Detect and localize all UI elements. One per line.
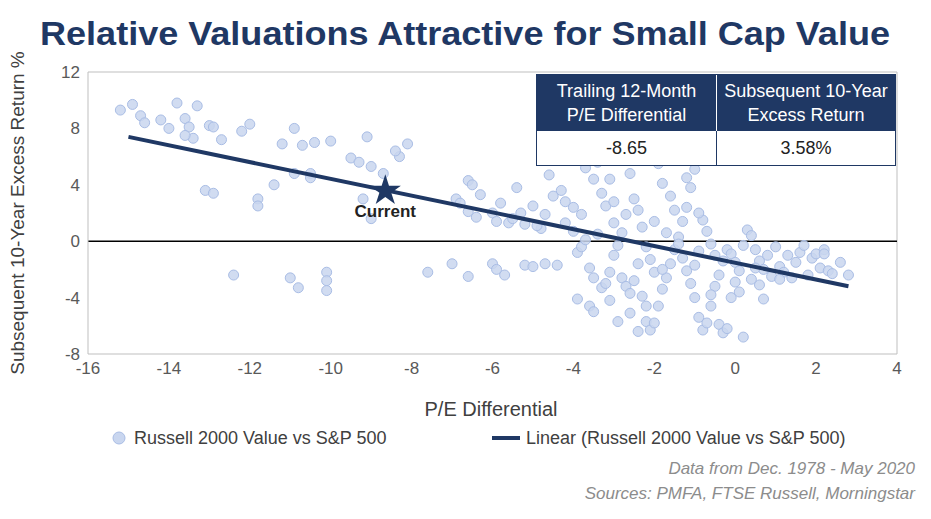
svg-text:Current: Current [355, 202, 417, 221]
svg-text:8: 8 [71, 119, 80, 138]
svg-text:-16: -16 [75, 359, 101, 379]
svg-text:Russell 2000 Value vs S&P 500: Russell 2000 Value vs S&P 500 [134, 428, 387, 448]
html-text:Trailing 12-Month P/E Differen: Trailing 12-Month P/E Differential [556, 81, 697, 125]
svg-text:12: 12 [61, 63, 80, 82]
svg-text:Linear (Russell 2000 Value vs: Linear (Russell 2000 Value vs S&P 500) [526, 428, 846, 448]
html-text:-8.65: -8.65 [606, 137, 647, 158]
svg-text:-4: -4 [65, 289, 80, 308]
svg-text:-8: -8 [65, 345, 80, 364]
svg-text:-4: -4 [566, 359, 581, 378]
svg-text:Sources: PMFA, FTSE Russell, M: Sources: PMFA, FTSE Russell, Morningstar [585, 484, 917, 503]
svg-text:0: 0 [71, 232, 80, 251]
svg-text:4: 4 [892, 359, 901, 378]
svg-text:0: 0 [730, 359, 739, 378]
html-text:3.58%: 3.58% [780, 137, 832, 158]
html-text:Subsequent 10-Year Excess Retu: Subsequent 10-Year Excess Return [724, 81, 888, 125]
svg-text:-6: -6 [485, 359, 500, 378]
svg-text:P/E Differential: P/E Differential [424, 398, 557, 420]
svg-text:-14: -14 [157, 359, 182, 378]
svg-text:-2: -2 [647, 359, 662, 378]
svg-text:Data from Dec. 1978 - May 2020: Data from Dec. 1978 - May 2020 [668, 459, 915, 478]
svg-text:Relative Valuations Attractive: Relative Valuations Attractive for Small… [40, 14, 890, 52]
svg-text:4: 4 [71, 176, 80, 195]
svg-text:-10: -10 [318, 359, 343, 378]
svg-text:-8: -8 [404, 359, 419, 378]
svg-text:2: 2 [811, 359, 820, 378]
svg-text:Subsequent 10-Year Excess Retu: Subsequent 10-Year Excess Return % [8, 51, 28, 375]
svg-text:-12: -12 [238, 359, 263, 378]
